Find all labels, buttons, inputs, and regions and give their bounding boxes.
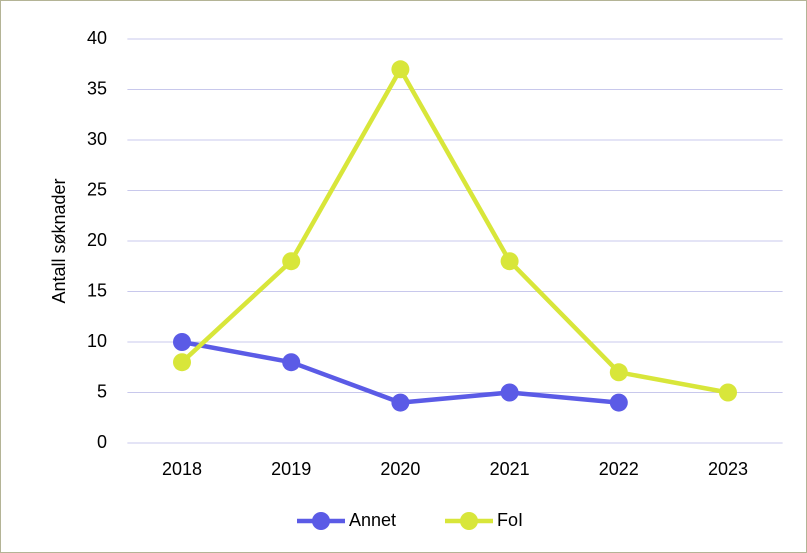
y-tick-label: 35 bbox=[87, 78, 107, 98]
x-tick-label: 2022 bbox=[599, 459, 639, 479]
data-point bbox=[609, 393, 628, 412]
data-point bbox=[391, 60, 410, 79]
data-point bbox=[173, 333, 191, 351]
data-point bbox=[282, 353, 301, 372]
y-axis-label: Antall søknader bbox=[49, 178, 69, 303]
legend-label: Annet bbox=[349, 510, 396, 530]
x-tick-label: 2020 bbox=[380, 459, 420, 479]
series-line bbox=[180, 67, 729, 395]
data-point bbox=[282, 252, 301, 271]
x-tick-label: 2021 bbox=[490, 459, 530, 479]
y-tick-label: 30 bbox=[87, 129, 107, 149]
data-point bbox=[391, 393, 410, 412]
legend-swatch-marker bbox=[460, 512, 478, 530]
y-tick-label: 25 bbox=[87, 179, 107, 199]
data-point bbox=[719, 383, 737, 402]
data-point bbox=[500, 252, 519, 271]
data-point bbox=[173, 353, 191, 372]
y-tick-label: 40 bbox=[87, 28, 107, 48]
y-tick-label: 15 bbox=[87, 280, 107, 300]
x-tick-label: 2023 bbox=[708, 459, 748, 479]
x-tick-label: 2019 bbox=[271, 459, 311, 479]
y-tick-label: 10 bbox=[87, 331, 107, 351]
data-point bbox=[609, 363, 628, 382]
y-tick-label: 5 bbox=[97, 381, 107, 401]
data-point bbox=[500, 383, 519, 402]
y-tick-label: 0 bbox=[97, 432, 107, 452]
legend-swatch-marker bbox=[312, 512, 330, 530]
x-tick-label: 2018 bbox=[162, 459, 202, 479]
y-tick-label: 20 bbox=[87, 230, 107, 250]
legend-label: FoI bbox=[497, 510, 523, 530]
